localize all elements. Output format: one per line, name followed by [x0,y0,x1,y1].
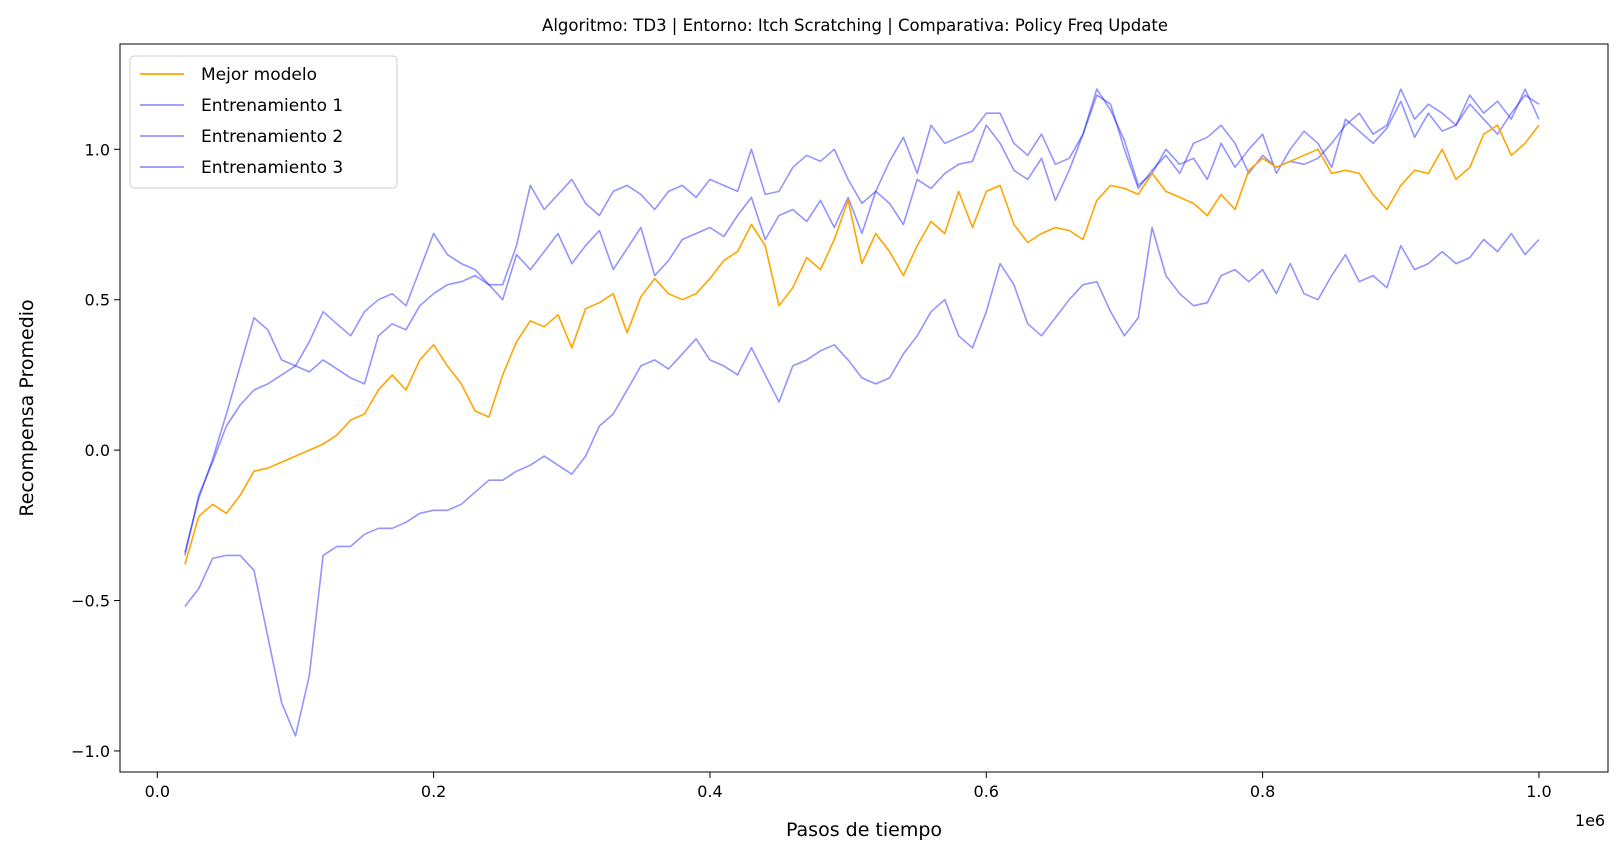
y-tick-label: 0.0 [85,441,110,460]
legend-label-2: Entrenamiento 1 [201,96,343,116]
legend-label-1: Mejor modelo [201,65,317,85]
plot-frame [119,43,1609,773]
x-tick-label: 1.0 [1526,782,1551,801]
y-axis: −1.0 −0.5 0.0 0.5 1.0 [71,140,120,761]
series-line-4 [184,226,1540,737]
series-layer [184,88,1540,737]
x-tick-label: 0.4 [697,782,722,801]
legend-box [129,55,398,189]
legend-label-3: Entrenamiento 2 [201,127,343,147]
y-axis-label: Recompensa Promedio [16,299,38,516]
legend: Mejor modelo Entrenamiento 1 Entrenamiento… [129,55,398,189]
x-axis-label: Pasos de tiempo [786,819,942,841]
x-tick-label: 0.6 [974,782,999,801]
y-tick-label: 1.0 [85,140,110,159]
y-tick-label: −0.5 [71,592,110,611]
y-tick-label: 0.5 [85,291,110,310]
series-line-3 [184,88,1540,553]
legend-label-4: Entrenamiento 3 [201,158,343,178]
x-tick-label: 0.2 [421,782,446,801]
x-axis: 0.0 0.2 0.4 0.6 0.8 1.0 [145,772,1552,801]
series-line-2 [184,88,1540,556]
chart-title: Algoritmo: TD3 | Entorno: Itch Scratchin… [542,16,1168,35]
x-tick-label: 0.8 [1250,782,1275,801]
series-line-1 [184,124,1540,565]
y-tick-label: −1.0 [71,742,110,761]
x-axis-offset-label: 1e6 [1575,811,1605,830]
x-tick-label: 0.0 [145,782,170,801]
